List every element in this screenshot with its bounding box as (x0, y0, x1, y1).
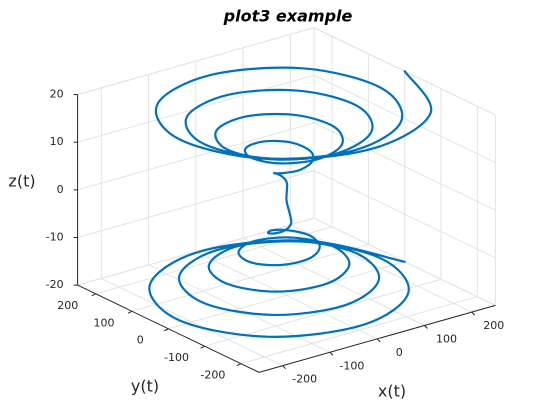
plot (148, 66, 433, 338)
z-tick-label: -20 (46, 278, 64, 291)
y-tick-label: 100 (94, 316, 115, 329)
z-tick-label: 0 (57, 183, 64, 196)
x-tick (282, 365, 286, 370)
y-tick (200, 345, 205, 349)
y-tick (236, 363, 242, 367)
y-tick-label: 0 (137, 334, 144, 347)
line-3d (148, 66, 433, 338)
y-tick (127, 310, 133, 314)
z-tick-label: 10 (50, 135, 64, 148)
grid (77, 27, 496, 367)
y-tick-label: -100 (164, 351, 189, 364)
x-tick (376, 338, 381, 343)
z-tick-label: 20 (50, 88, 64, 101)
y-tick (91, 293, 96, 297)
x-axis-label: x(t) (378, 382, 406, 401)
grid-line (313, 74, 496, 163)
x-tick (471, 311, 476, 316)
x-tick-label: 0 (396, 346, 403, 359)
z-axis-label: z(t) (8, 172, 35, 191)
x-tick-label: 200 (483, 319, 504, 332)
z-tick-label: -10 (46, 230, 64, 243)
grid-line (77, 170, 315, 238)
axes: -200-1000100200-200-1000100200-20-100102… (46, 88, 505, 386)
grid-line (131, 243, 369, 312)
grid-line (168, 261, 405, 330)
grid-line (313, 170, 496, 259)
x-tick (329, 351, 334, 356)
x-tick-label: -100 (339, 359, 364, 372)
grid-line (313, 122, 496, 211)
y-tick-label: 200 (57, 299, 78, 312)
y-axis-label: y(t) (131, 377, 159, 396)
y-tick (164, 328, 169, 332)
x-tick-label: -200 (292, 373, 317, 386)
x-tick-label: 100 (436, 333, 457, 346)
grid-line (240, 296, 478, 365)
grid-line (77, 122, 315, 191)
x-tick (424, 325, 428, 329)
grid-line (77, 27, 315, 96)
y-tick-label: -200 (200, 369, 225, 382)
chart-title: plot3 example (223, 7, 353, 26)
